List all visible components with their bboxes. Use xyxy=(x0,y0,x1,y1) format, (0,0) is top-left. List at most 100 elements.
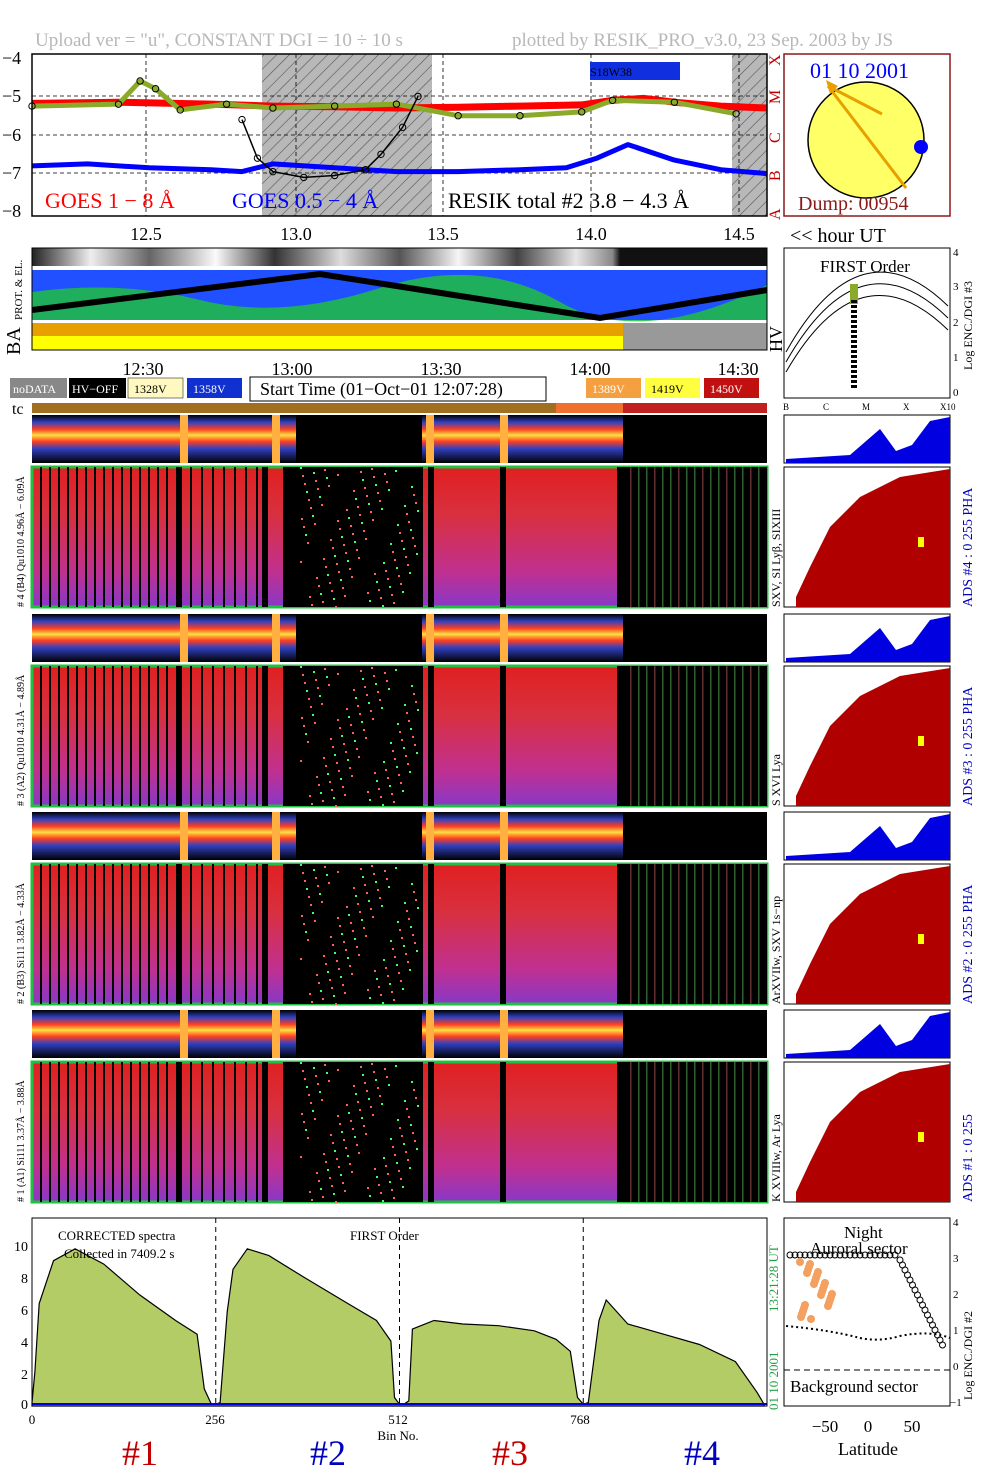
goes-ytick: −5 xyxy=(2,86,21,106)
ads-hv-column xyxy=(710,864,712,1004)
noise-dot xyxy=(391,991,393,993)
noise-dot xyxy=(331,789,333,791)
noise-dot xyxy=(376,780,378,782)
noise-dot xyxy=(364,1082,366,1084)
noise-dot xyxy=(347,957,349,959)
ads-hv-column xyxy=(750,1062,752,1202)
noise-dot xyxy=(397,1119,399,1121)
noise-dot xyxy=(412,736,414,738)
noise-dot xyxy=(351,576,353,578)
noise-dot xyxy=(320,1188,322,1190)
noise-dot xyxy=(360,471,362,473)
noise-dot xyxy=(399,1127,401,1129)
ads-dark-column xyxy=(139,666,141,806)
ads-histogram xyxy=(796,668,950,806)
noise-dot xyxy=(378,986,380,988)
noise-dot xyxy=(300,467,302,469)
noise-dot xyxy=(340,778,342,780)
noise-dot xyxy=(375,484,377,486)
noise-dot xyxy=(321,901,323,903)
channel-side-histograms xyxy=(783,811,951,1005)
ads-hv-column xyxy=(718,666,720,806)
ads-histogram xyxy=(796,1064,950,1202)
noise-dot xyxy=(350,1120,352,1122)
fo-xtick: B xyxy=(783,402,789,412)
noise-dot xyxy=(302,475,304,477)
noise-dot xyxy=(414,545,416,547)
noise-dot xyxy=(366,495,368,497)
class-letter: C xyxy=(767,132,784,143)
noise-dot xyxy=(302,1070,304,1072)
pha-bright-column xyxy=(180,1010,188,1058)
series-point xyxy=(392,100,401,108)
noise-dot xyxy=(358,954,360,956)
noise-dot xyxy=(410,1124,412,1126)
noise-dot xyxy=(304,483,306,485)
noise-dot xyxy=(351,973,353,975)
noise-dot xyxy=(405,556,407,558)
noise-dot xyxy=(415,502,417,504)
noise-dot xyxy=(413,693,415,695)
lat-point-orange xyxy=(807,1315,815,1323)
noise-dot xyxy=(304,682,306,684)
ads-dark-column xyxy=(201,467,203,607)
legend-v3: 1389V xyxy=(592,382,625,396)
noise-dot xyxy=(338,571,340,573)
lat-ytick: 3 xyxy=(953,1253,959,1265)
spec-ytick: 4 xyxy=(21,1336,28,1351)
noise-dot xyxy=(305,534,307,536)
ads-dark-column xyxy=(139,1062,141,1202)
ads-hv-column xyxy=(662,666,664,806)
noise-dot xyxy=(392,948,394,950)
goes-long-title: GOES 1 − 8 Å xyxy=(45,188,175,213)
ads-dark-column xyxy=(166,666,168,806)
ads-dark-column xyxy=(49,1062,51,1202)
noise-dot xyxy=(355,697,357,699)
ads-hv-column xyxy=(750,666,752,806)
class-letter: X xyxy=(767,54,784,66)
time-tick: 14:30 xyxy=(717,359,758,379)
noise-dot xyxy=(370,1106,372,1108)
pha-dark-gap xyxy=(296,614,422,662)
noise-dot xyxy=(348,716,350,718)
noise-dot xyxy=(335,606,337,608)
noise-dot xyxy=(356,549,358,551)
noise-dot xyxy=(300,760,302,762)
noise-dot xyxy=(404,902,406,904)
noise-dot xyxy=(326,676,328,678)
spec-ytick: 10 xyxy=(14,1240,28,1255)
goes-xtick: 12.5 xyxy=(130,224,162,244)
ads-dark-column xyxy=(40,1062,42,1202)
noise-dot xyxy=(341,1131,343,1133)
noise-dot xyxy=(409,1167,411,1169)
noise-dot xyxy=(355,1093,357,1095)
noise-dot xyxy=(388,886,390,888)
noise-dot xyxy=(313,869,315,871)
ads-dark-column xyxy=(76,864,78,1004)
noise-dot xyxy=(367,592,369,594)
time-tick: 12:30 xyxy=(122,359,163,379)
noise-dot xyxy=(300,666,302,668)
noise-dot xyxy=(373,1071,375,1073)
noise-dot xyxy=(370,511,372,513)
noise-dot xyxy=(345,1147,347,1149)
ads-dark-column xyxy=(190,1062,192,1202)
series-point xyxy=(269,104,277,112)
ads-hv-column xyxy=(694,864,696,1004)
noise-dot xyxy=(333,995,335,997)
noise-dot xyxy=(365,538,367,540)
noise-dot xyxy=(382,1200,384,1202)
noise-dot xyxy=(325,1161,327,1163)
noise-dot xyxy=(355,498,357,500)
ads-dark-column xyxy=(85,666,87,806)
noise-dot xyxy=(330,1134,332,1136)
lat-point xyxy=(786,1251,794,1259)
noise-dot xyxy=(409,771,411,773)
ads-dark-column xyxy=(112,864,114,1004)
noise-dot xyxy=(386,1076,388,1078)
noise-dot xyxy=(346,1104,348,1106)
noise-dot xyxy=(313,671,315,673)
noise-dot xyxy=(334,952,336,954)
noise-dot xyxy=(395,669,397,671)
noise-dot xyxy=(394,956,396,958)
